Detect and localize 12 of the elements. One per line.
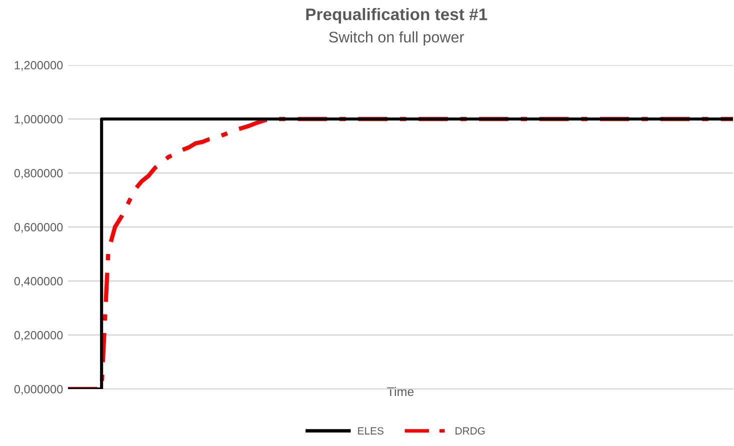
- y-tick-label: 0,000000: [14, 385, 63, 395]
- chart-subtitle: Switch on full power: [329, 31, 464, 46]
- legend-label: ELES: [358, 427, 384, 435]
- x-axis-title: Time: [387, 386, 414, 396]
- legend-label: DRDG: [456, 427, 485, 435]
- y-tick-label: 0,800000: [14, 169, 63, 179]
- y-tick-label: 0,200000: [14, 331, 63, 341]
- chart-title: Prequalification test #1: [306, 8, 488, 24]
- y-tick-label: 0,400000: [14, 277, 63, 287]
- y-tick-label: 1,000000: [14, 115, 63, 125]
- y-tick-label: 1,200000: [14, 61, 63, 71]
- y-tick-label: 0,600000: [14, 223, 63, 233]
